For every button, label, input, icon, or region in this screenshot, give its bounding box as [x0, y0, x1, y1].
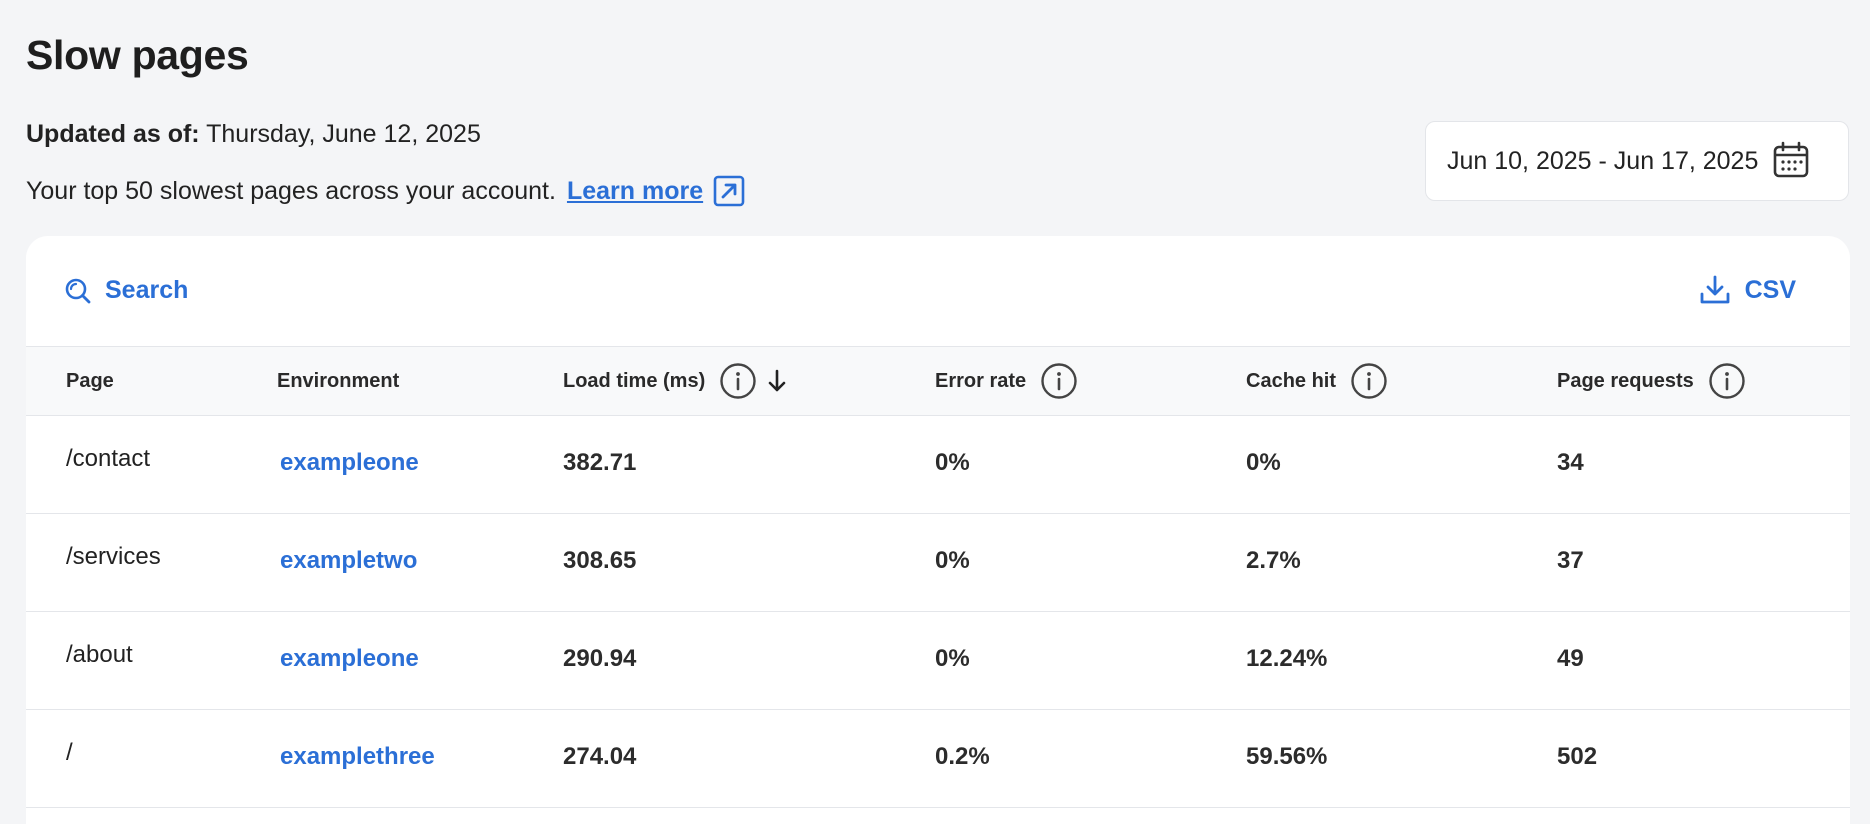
cache-hit-cell: 59.56% [1246, 743, 1328, 770]
page-path-cell: / [66, 739, 73, 766]
page-requests-cell: 502 [1557, 743, 1598, 770]
column-header-page-requests[interactable]: Page requests [1557, 347, 1746, 415]
environment-link[interactable]: examplethree [280, 743, 435, 770]
search-icon [65, 278, 91, 303]
environment-link[interactable]: exampleone [280, 449, 419, 476]
page-requests-cell: 49 [1557, 645, 1584, 672]
load-time-cell: 290.94 [563, 645, 637, 672]
page-path-cell: /contact [66, 445, 151, 472]
updated-as-of: Updated as of: Thursday, June 12, 2025 [26, 120, 481, 149]
cache-hit-cell: 0% [1246, 449, 1281, 476]
table-row: /contact exampleone 382.71 0% 0% 34 [26, 416, 1850, 514]
info-icon[interactable] [719, 362, 757, 400]
calendar-icon [1772, 141, 1810, 186]
page-requests-cell: 37 [1557, 547, 1584, 574]
environment-link[interactable]: exampleone [280, 645, 419, 672]
column-label-page-requests: Page requests [1557, 369, 1694, 392]
download-icon [1700, 275, 1729, 304]
info-icon[interactable] [1040, 362, 1078, 400]
load-time-cell: 382.71 [563, 449, 637, 476]
load-time-cell: 274.04 [563, 743, 637, 770]
environment-link[interactable]: exampletwo [280, 547, 418, 574]
csv-label: CSV [1744, 275, 1796, 304]
cache-hit-cell: 2.7% [1246, 547, 1301, 574]
page-path-cell: /services [66, 543, 161, 570]
info-icon[interactable] [1708, 362, 1746, 400]
column-header-cache-hit[interactable]: Cache hit [1246, 347, 1388, 415]
cache-hit-cell: 12.24% [1246, 645, 1328, 672]
date-range-value: Jun 10, 2025 - Jun 17, 2025 [1447, 146, 1759, 175]
column-label-cache-hit: Cache hit [1246, 369, 1337, 392]
column-header-load-time[interactable]: Load time (ms) [563, 347, 789, 415]
column-header-error-rate[interactable]: Error rate [935, 347, 1078, 415]
page-path-cell: /about [66, 641, 133, 668]
error-rate-cell: 0% [935, 645, 970, 672]
sort-descending-icon[interactable] [765, 368, 789, 394]
column-label-page: Page [66, 369, 114, 392]
table-row: /services exampletwo 308.65 0% 2.7% 37 [26, 514, 1850, 612]
updated-label: Updated as of: [26, 120, 200, 148]
column-header-environment[interactable]: Environment [277, 347, 399, 415]
page-title: Slow pages [26, 32, 249, 78]
error-rate-cell: 0% [935, 449, 970, 476]
slow-pages-table-card: Search CSV Page Environment Load time (m… [26, 236, 1850, 824]
table-header: Page Environment Load time (ms) Error ra… [26, 346, 1850, 416]
search-button[interactable]: Search [64, 276, 188, 305]
page-description: Your top 50 slowest pages across your ac… [26, 175, 745, 207]
info-icon[interactable] [1350, 362, 1388, 400]
column-label-load-time: Load time (ms) [563, 369, 706, 392]
table-toolbar: Search CSV [26, 236, 1850, 346]
search-label: Search [105, 276, 189, 304]
description-text: Your top 50 slowest pages across your ac… [26, 176, 556, 205]
learn-more-link[interactable]: Learn more [566, 176, 704, 205]
external-link-icon[interactable] [713, 175, 745, 207]
date-range-picker[interactable]: Jun 10, 2025 - Jun 17, 2025 [1425, 121, 1849, 201]
load-time-cell: 308.65 [563, 547, 637, 574]
table-row: /about exampleone 290.94 0% 12.24% 49 [26, 612, 1850, 710]
table-row: / examplethree 274.04 0.2% 59.56% 502 [26, 710, 1850, 808]
page-requests-cell: 34 [1557, 449, 1584, 476]
column-label-environment: Environment [277, 369, 400, 392]
column-label-error-rate: Error rate [935, 369, 1027, 392]
error-rate-cell: 0% [935, 547, 970, 574]
updated-value: Thursday, June 12, 2025 [206, 120, 481, 148]
csv-download-button[interactable]: CSV [1699, 274, 1796, 306]
error-rate-cell: 0.2% [935, 743, 990, 770]
column-header-page[interactable]: Page [66, 347, 114, 415]
